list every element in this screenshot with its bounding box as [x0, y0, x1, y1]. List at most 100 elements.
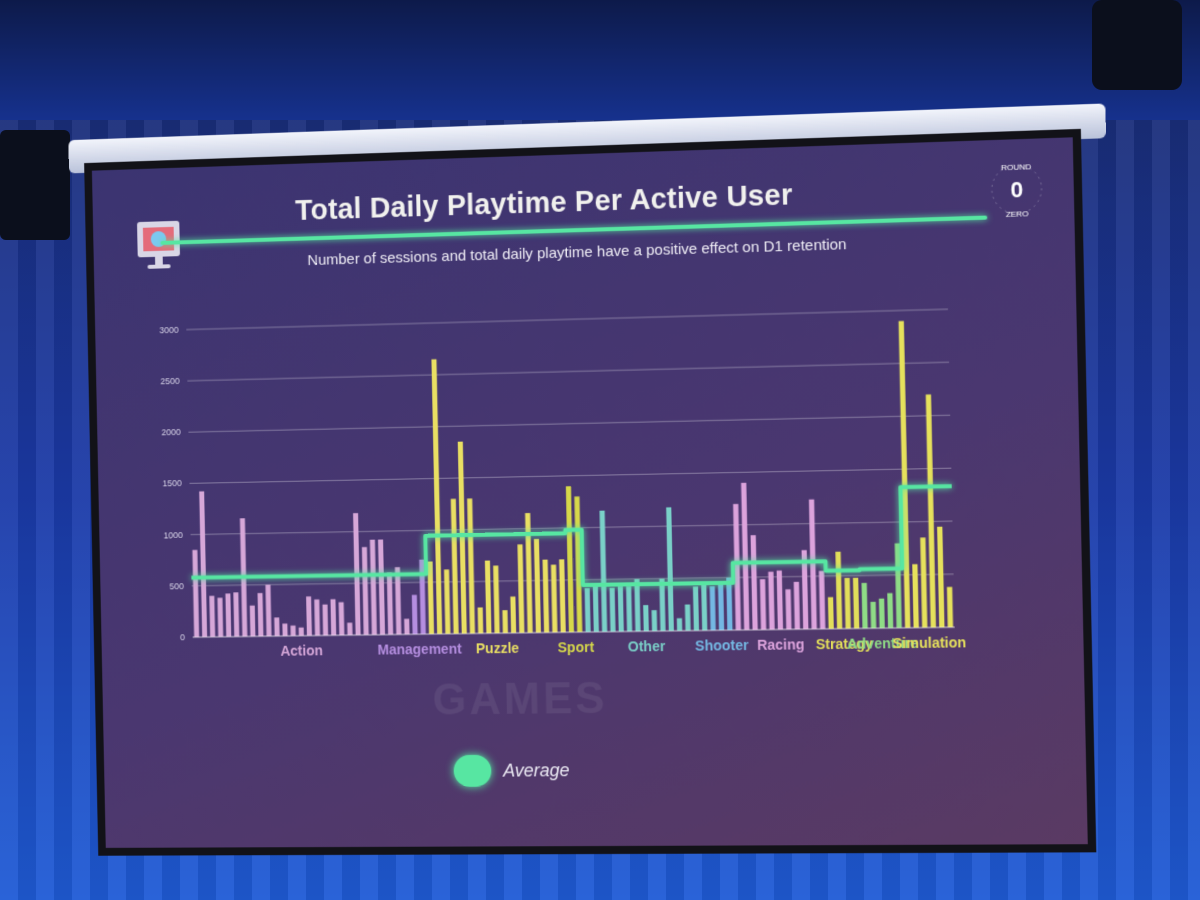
- bar: [225, 594, 231, 637]
- bar: [566, 486, 574, 632]
- y-tick-label: 500: [169, 581, 184, 591]
- bar: [339, 602, 345, 635]
- category-label: Racing: [757, 636, 805, 653]
- bar: [510, 597, 516, 633]
- bar: [265, 585, 271, 637]
- y-tick-label: 1500: [162, 479, 181, 489]
- bar: [493, 566, 500, 634]
- bar: [741, 483, 749, 630]
- bar: [525, 513, 533, 633]
- bar: [626, 586, 632, 631]
- category-label: Action: [280, 642, 323, 659]
- bar: [585, 588, 591, 632]
- bar: [451, 499, 459, 634]
- playtime-bar-chart: 0 500 1000 1500 2000 2500 3000 Action Management…: [92, 137, 1088, 848]
- bar: [844, 578, 850, 629]
- bar: [879, 598, 885, 628]
- bar: [870, 602, 876, 628]
- bar: [534, 539, 541, 633]
- bar: [634, 579, 640, 631]
- bar: [330, 599, 336, 635]
- bar: [701, 583, 707, 630]
- bar: [551, 565, 558, 633]
- bar: [828, 597, 834, 629]
- bar: [920, 538, 927, 628]
- projector-screen: Total Daily Playtime Per Active User Num…: [82, 2, 1110, 883]
- bar: [467, 499, 475, 634]
- bar: [659, 579, 665, 631]
- bar: [502, 610, 508, 633]
- bar: [299, 627, 304, 635]
- bar: [233, 592, 239, 636]
- bar: [458, 442, 467, 634]
- category-label: Other: [628, 638, 666, 655]
- bar: [209, 596, 215, 637]
- bar: [751, 535, 758, 630]
- bar: [478, 607, 484, 633]
- bar: [785, 589, 791, 629]
- category-label: Sport: [558, 639, 595, 656]
- bar: [444, 569, 450, 633]
- bar: [926, 394, 936, 627]
- bar: [427, 561, 434, 634]
- bar: [643, 605, 649, 631]
- bar: [362, 547, 369, 635]
- category-label: Shooter: [695, 637, 749, 654]
- presentation-slide: Total Daily Playtime Per Active User Num…: [92, 137, 1088, 848]
- category-label: Simulation: [892, 634, 966, 651]
- bar: [794, 582, 800, 629]
- bar: [395, 567, 401, 634]
- category-label: Puzzle: [476, 640, 520, 657]
- bar: [593, 585, 599, 632]
- bar: [291, 626, 296, 636]
- bar: [853, 578, 859, 629]
- bar: [378, 540, 385, 635]
- chart-legend: Average: [453, 754, 569, 787]
- bar: [370, 540, 377, 635]
- bar: [618, 587, 624, 632]
- bar: [726, 578, 732, 631]
- bar: [282, 624, 287, 636]
- bar: [760, 579, 766, 630]
- bar: [652, 610, 658, 631]
- bar: [412, 595, 418, 634]
- bar: [306, 596, 312, 635]
- bar: [258, 593, 264, 636]
- bar: [314, 599, 320, 635]
- bar: [274, 618, 279, 637]
- bar: [819, 571, 825, 629]
- gridline: [186, 309, 948, 329]
- y-tick-label: 3000: [159, 325, 178, 335]
- bar: [250, 606, 256, 637]
- bar: [887, 593, 893, 628]
- y-tick-label: 1000: [163, 530, 182, 540]
- bar: [937, 527, 944, 628]
- category-label: Management: [377, 640, 462, 657]
- bar: [404, 619, 409, 635]
- bar: [710, 586, 716, 630]
- bar: [947, 587, 953, 627]
- gridline: [188, 415, 950, 432]
- bar: [559, 559, 566, 632]
- bar: [718, 583, 724, 630]
- speaker-right: [1092, 0, 1182, 90]
- bar: [322, 604, 328, 635]
- bar: [809, 499, 817, 629]
- legend-average-label: Average: [503, 760, 570, 781]
- speaker-left: [0, 130, 70, 240]
- bar: [517, 544, 524, 633]
- bar: [199, 491, 207, 637]
- bar: [862, 583, 868, 628]
- bar: [485, 561, 492, 634]
- bar: [192, 550, 199, 637]
- bar: [912, 564, 919, 628]
- bar: [600, 511, 608, 632]
- y-tick-label: 0: [180, 632, 185, 642]
- bar: [835, 552, 842, 629]
- y-tick-label: 2500: [160, 376, 179, 386]
- bar: [685, 604, 691, 630]
- gridline: [189, 468, 951, 483]
- bar: [543, 560, 550, 633]
- bar: [609, 588, 615, 632]
- bar: [777, 570, 783, 629]
